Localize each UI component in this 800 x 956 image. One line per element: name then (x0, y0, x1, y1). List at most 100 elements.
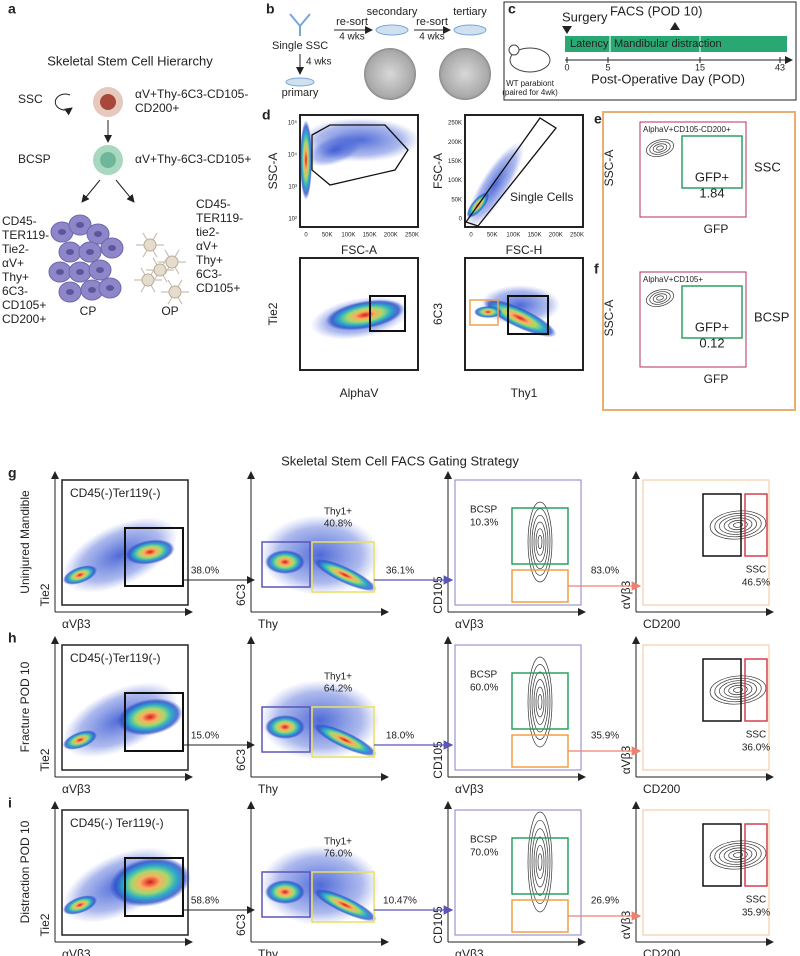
gate (311, 871, 375, 923)
contour (709, 675, 767, 705)
gate (702, 823, 742, 887)
nucleus (58, 229, 66, 235)
tick-label: 0 (564, 62, 569, 72)
row-label: Uninjured Mandible (18, 490, 32, 594)
percent: 35.9% (742, 908, 770, 919)
density (474, 306, 502, 318)
gate (311, 124, 409, 186)
contour (728, 684, 748, 696)
marker: Tie2- (2, 242, 29, 256)
axis-title: Tie2 (266, 302, 280, 325)
contour (531, 828, 549, 896)
percent: 76.0% (324, 849, 352, 860)
label: AlphaV+CD105+ (643, 275, 703, 284)
density (109, 857, 191, 907)
axis-title: CD105 (431, 741, 445, 779)
arrow (81, 179, 101, 203)
density (509, 47, 551, 73)
axis-title: αVβ3 (619, 910, 633, 939)
nucleus (76, 222, 84, 228)
contour (535, 528, 545, 556)
percent: 64.2% (324, 684, 352, 695)
colony-image (364, 48, 416, 100)
axis-title: Tie2 (38, 583, 52, 606)
gate (702, 493, 742, 557)
cell-name: OP (161, 304, 178, 318)
contour (714, 677, 762, 703)
tick-label: 50K (451, 197, 462, 203)
nucleus (106, 285, 114, 291)
arrow (115, 179, 135, 203)
contour (732, 522, 744, 528)
op-cell (141, 273, 155, 287)
gate (369, 295, 406, 332)
label: FACS (POD 10) (610, 3, 702, 18)
marker: αV+Thy-6C3-CD105- (135, 87, 248, 101)
tick-label: 10² (288, 217, 297, 223)
label: (paired for 4wk) (502, 88, 558, 97)
gate (511, 899, 569, 933)
gate (681, 285, 743, 339)
marker: Thy+ (196, 253, 223, 267)
gate (124, 692, 184, 752)
tick-label: 150K (528, 233, 542, 239)
op-cell (153, 263, 167, 277)
percent: 60.0% (470, 683, 498, 694)
density (325, 299, 405, 331)
density (62, 895, 98, 915)
panel-letter: g (8, 465, 17, 481)
label: WT parabiont (506, 79, 555, 88)
tick-label: 15 (695, 62, 705, 72)
contour (656, 145, 664, 151)
gate (744, 658, 768, 722)
tick-label: 100K (506, 233, 520, 239)
marker (562, 26, 572, 34)
marker: TER119- (2, 228, 49, 242)
panel-letter: e (594, 111, 602, 127)
axis-title: SSC-A (602, 300, 616, 337)
op-cell (143, 238, 157, 252)
gate (511, 569, 569, 603)
contour (732, 852, 744, 858)
cell-name: BCSP (18, 152, 51, 166)
tick-label: 50K (487, 233, 498, 239)
self-renew-arrow (54, 93, 73, 116)
tick-label: 50K (322, 233, 333, 239)
label: BCSP (754, 309, 789, 324)
axis-title: 6C3 (234, 914, 248, 936)
label: Latency (570, 38, 609, 50)
marker: αV+Thy-6C3-CD105+ (135, 152, 251, 166)
marker: tie2- (196, 225, 219, 239)
percent: 35.9% (591, 731, 619, 742)
contour (719, 680, 757, 700)
axis-title: FSC-A (431, 153, 445, 189)
plot-frame (642, 644, 770, 771)
density (265, 880, 305, 904)
gate (261, 706, 311, 753)
axis-title: FSC-H (506, 243, 543, 257)
panel-letter: b (266, 1, 275, 17)
contour (531, 671, 549, 733)
contour (529, 664, 551, 740)
percent: 26.9% (591, 896, 619, 907)
density (125, 539, 175, 565)
axis-title: Thy1 (511, 386, 538, 400)
gate (469, 299, 499, 326)
tick-label: 150K (448, 159, 462, 165)
marker: CD200+ (135, 101, 179, 115)
label: Single SSC (272, 40, 328, 52)
plot-frame (454, 644, 582, 771)
value: 1.84 (699, 185, 724, 200)
density (117, 698, 183, 736)
timeline-bar (565, 36, 787, 52)
contour (531, 514, 549, 570)
label: CD45(-)Ter119(-) (70, 486, 160, 500)
dish (453, 24, 487, 36)
contour (527, 811, 553, 913)
gate (744, 823, 768, 887)
contour (709, 510, 767, 540)
gate (124, 857, 184, 917)
tick-label: 250K (405, 233, 419, 239)
gate (464, 117, 557, 227)
